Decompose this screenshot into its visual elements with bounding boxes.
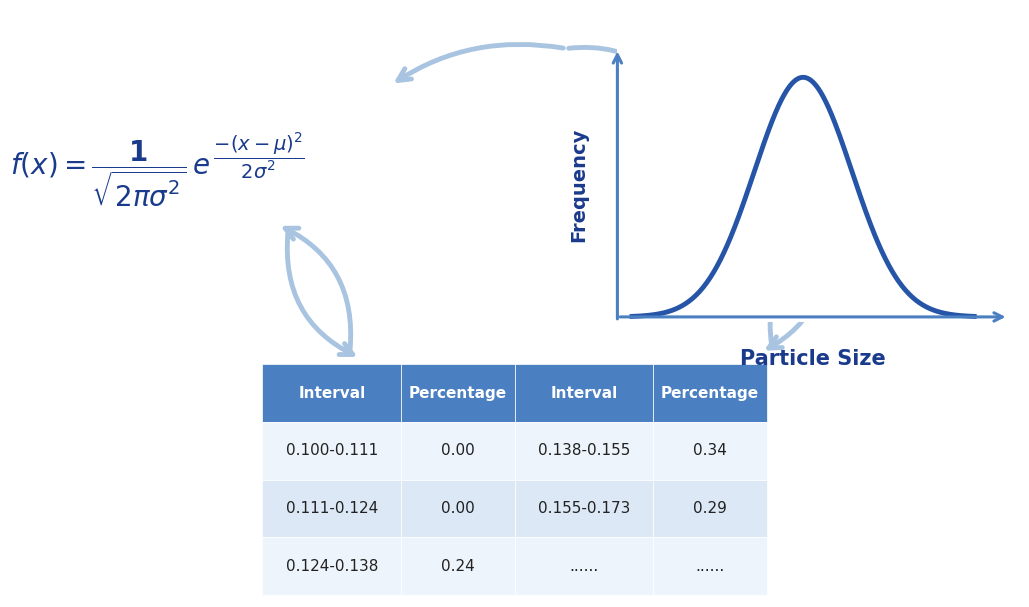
FancyBboxPatch shape — [653, 537, 767, 595]
Text: 0.00: 0.00 — [441, 443, 474, 458]
Text: Interval: Interval — [298, 385, 365, 401]
FancyBboxPatch shape — [262, 480, 401, 537]
Text: 0.155-0.173: 0.155-0.173 — [538, 501, 630, 516]
FancyBboxPatch shape — [653, 480, 767, 537]
Text: 0.34: 0.34 — [694, 443, 726, 458]
Text: 0.111-0.124: 0.111-0.124 — [286, 501, 378, 516]
FancyBboxPatch shape — [401, 422, 514, 480]
Text: 0.24: 0.24 — [441, 558, 474, 574]
FancyBboxPatch shape — [653, 422, 767, 480]
FancyBboxPatch shape — [514, 364, 653, 422]
Text: 0.124-0.138: 0.124-0.138 — [286, 558, 378, 574]
Text: 0.29: 0.29 — [694, 501, 726, 516]
Text: Frequency: Frequency — [569, 128, 588, 242]
Text: 0.100-0.111: 0.100-0.111 — [286, 443, 378, 458]
Text: ......: ...... — [696, 558, 724, 574]
Text: 0.138-0.155: 0.138-0.155 — [538, 443, 630, 458]
Text: Percentage: Percentage — [409, 385, 507, 401]
Text: ......: ...... — [569, 558, 599, 574]
FancyBboxPatch shape — [262, 364, 401, 422]
Text: $\it{f(x)} = \dfrac{\mathbf{1}}{\sqrt{2\pi\sigma^2}}\,e^{\,\dfrac{-(x-\mu)^2}{2\: $\it{f(x)} = \dfrac{\mathbf{1}}{\sqrt{2\… — [10, 131, 305, 209]
FancyBboxPatch shape — [401, 537, 514, 595]
FancyBboxPatch shape — [514, 480, 653, 537]
Text: Interval: Interval — [551, 385, 617, 401]
Text: 0.00: 0.00 — [441, 501, 474, 516]
FancyBboxPatch shape — [514, 422, 653, 480]
FancyBboxPatch shape — [653, 364, 767, 422]
FancyBboxPatch shape — [401, 364, 514, 422]
FancyBboxPatch shape — [401, 480, 514, 537]
FancyBboxPatch shape — [262, 537, 401, 595]
FancyBboxPatch shape — [262, 422, 401, 480]
Text: Percentage: Percentage — [661, 385, 759, 401]
Text: Particle Size: Particle Size — [740, 349, 886, 369]
FancyBboxPatch shape — [514, 537, 653, 595]
